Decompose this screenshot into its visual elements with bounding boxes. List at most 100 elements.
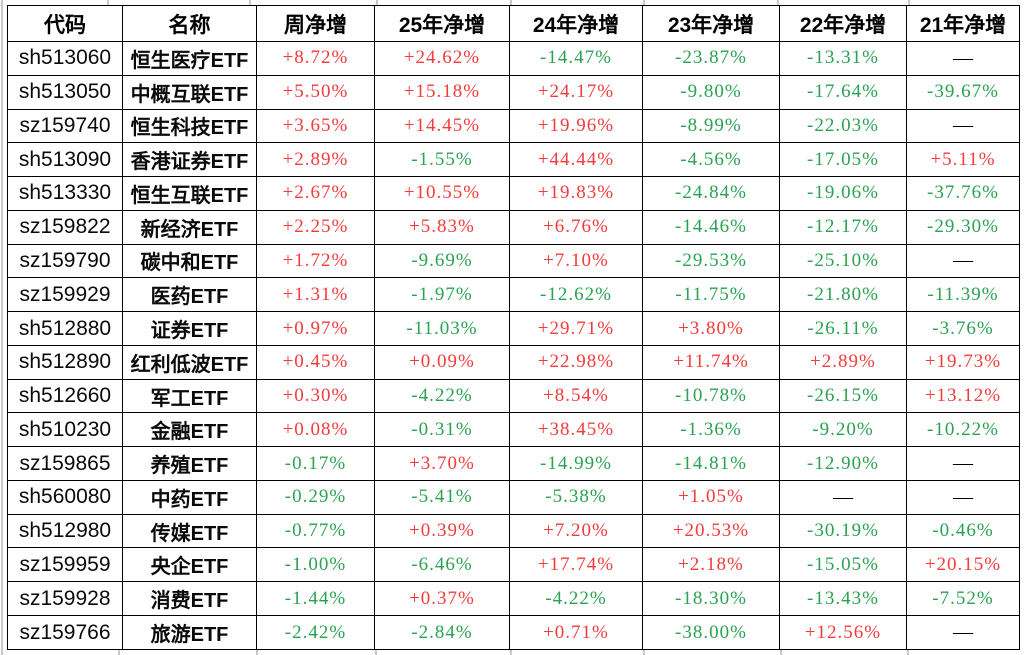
pct-value-cell: -22.03% [779,108,907,144]
pct-value-cell: +2.67% [256,176,375,211]
bottom-gridline-stub [256,649,258,655]
table-body: sh513060 恒生医疗ETF +8.72% +24.62% -14.47% -23.8… [7,41,1020,650]
pct-value-cell: -9.80% [642,74,780,110]
pct-value-cell: -21.80% [779,277,907,313]
pct-value-cell: +7.20% [509,513,643,549]
table-row: sh513330 恒生互联ETF +2.67% +10.55% +19.83% -24.8… [7,176,1020,211]
pct-value-cell: +0.08% [256,412,375,448]
pct-value-cell: -11.03% [374,311,510,346]
column-header-1: 名称 [122,5,257,42]
table-row: sz159928 消费ETF -1.44% +0.37% -4.22% -18.30% -1… [7,581,1020,617]
pct-value-cell: — [906,446,1020,481]
table-row: sz159766 旅游ETF -2.42% -2.84% +0.71% -38.00% +1… [7,615,1020,650]
pct-value-cell: +1.72% [256,243,375,279]
pct-value-cell: +0.39% [374,513,510,549]
table-row: sh512890 红利低波ETF +0.45% +0.09% +22.98% +11.74… [7,344,1020,380]
pct-value-cell: +8.72% [256,41,375,76]
etf-code-cell: sh512660 [7,378,123,414]
pct-value-cell: -39.67% [906,74,1020,110]
etf-code-cell: sz159766 [7,615,123,650]
table-row: sz159959 央企ETF -1.00% -6.46% +17.74% +2.18% -1… [7,547,1020,583]
pct-value-cell: -30.19% [779,513,907,549]
etf-code-cell: sh510230 [7,412,123,448]
table-row: sz159929 医药ETF +1.31% -1.97% -12.62% -11.75% -… [7,277,1020,313]
pct-value-cell: +2.18% [642,547,780,583]
header-row: 代码 名称 周净增 25年净增 24年净增 23年净增 22年净增 21年净增 [7,5,1020,42]
left-gridline [1,0,3,655]
pct-value-cell: +5.83% [374,209,510,245]
column-header-4: 24年净增 [509,5,643,42]
pct-value-cell: +12.56% [779,615,907,650]
pct-value-cell: +0.97% [256,311,375,346]
table-row: sz159865 养殖ETF -0.17% +3.70% -14.99% -14.81% -… [7,446,1020,481]
etf-name-cell: 红利低波ETF [122,344,257,380]
etf-name-cell: 央企ETF [122,547,257,583]
bottom-gridline-stub [643,649,645,655]
column-header-7: 21年净增 [906,5,1020,42]
column-header-6: 22年净增 [779,5,907,42]
pct-value-cell: -0.31% [374,412,510,448]
pct-value-cell: -4.22% [374,378,510,414]
pct-value-cell: +20.53% [642,513,780,549]
table-row: sh512660 军工ETF +0.30% -4.22% +8.54% -10.78% -2… [7,378,1020,414]
etf-name-cell: 养殖ETF [122,446,257,481]
etf-code-cell: sz159959 [7,547,123,583]
pct-value-cell: — [906,243,1020,279]
pct-value-cell: -5.38% [509,479,643,515]
pct-value-cell: +11.74% [642,344,780,380]
pct-value-cell: -19.06% [779,176,907,211]
pct-value-cell: -12.90% [779,446,907,481]
pct-value-cell: +24.62% [374,41,510,76]
etf-code-cell: sz159865 [7,446,123,481]
pct-value-cell: -11.39% [906,277,1020,313]
bottom-gridline-stub [780,649,782,655]
pct-value-cell: -0.77% [256,513,375,549]
pct-value-cell: +3.80% [642,311,780,346]
pct-value-cell: -3.76% [906,311,1020,346]
etf-code-cell: sz159929 [7,277,123,313]
etf-code-cell: sh513330 [7,176,123,211]
etf-name-cell: 香港证券ETF [122,142,257,178]
pct-value-cell: -0.46% [906,513,1020,549]
pct-value-cell: -11.75% [642,277,780,313]
pct-value-cell: -0.17% [256,446,375,481]
pct-value-cell: +0.71% [509,615,643,650]
pct-value-cell: +10.55% [374,176,510,211]
table-row: sh512880 证券ETF +0.97% -11.03% +29.71% +3.80% -… [7,311,1020,346]
pct-value-cell: +13.12% [906,378,1020,414]
pct-value-cell: -26.15% [779,378,907,414]
pct-value-cell: -6.46% [374,547,510,583]
etf-code-cell: sh512880 [7,311,123,346]
column-header-3: 25年净增 [374,5,510,42]
top-gridline-stub [107,0,109,5]
pct-value-cell: -1.97% [374,277,510,313]
table-row: sh512980 传媒ETF -0.77% +0.39% +7.20% +20.53% -3… [7,513,1020,549]
top-gridline-stub [777,0,779,5]
etf-name-cell: 证券ETF [122,311,257,346]
pct-value-cell: -10.22% [906,412,1020,448]
table-row: sh513060 恒生医疗ETF +8.72% +24.62% -14.47% -23.8… [7,41,1020,76]
pct-value-cell: -9.20% [779,412,907,448]
pct-value-cell: +2.89% [779,344,907,380]
pct-value-cell: — [906,615,1020,650]
column-header-2: 周净增 [256,5,375,42]
pct-value-cell: +44.44% [509,142,643,178]
pct-value-cell: — [906,108,1020,144]
pct-value-cell: -14.47% [509,41,643,76]
pct-value-cell: +17.74% [509,547,643,583]
pct-value-cell: +8.54% [509,378,643,414]
etf-name-cell: 恒生医疗ETF [122,41,257,76]
bottom-gridline-stub [510,649,512,655]
pct-value-cell: — [779,479,907,515]
pct-value-cell: +5.50% [256,74,375,110]
pct-value-cell: -14.99% [509,446,643,481]
table-row: sh513090 香港证券ETF +2.89% -1.55% +44.44% -4.56%… [7,142,1020,178]
pct-value-cell: +38.45% [509,412,643,448]
pct-value-cell: +5.11% [906,142,1020,178]
pct-value-cell: -29.53% [642,243,780,279]
pct-value-cell: -10.78% [642,378,780,414]
pct-value-cell: -13.43% [779,581,907,617]
pct-value-cell: +29.71% [509,311,643,346]
pct-value-cell: -12.62% [509,277,643,313]
